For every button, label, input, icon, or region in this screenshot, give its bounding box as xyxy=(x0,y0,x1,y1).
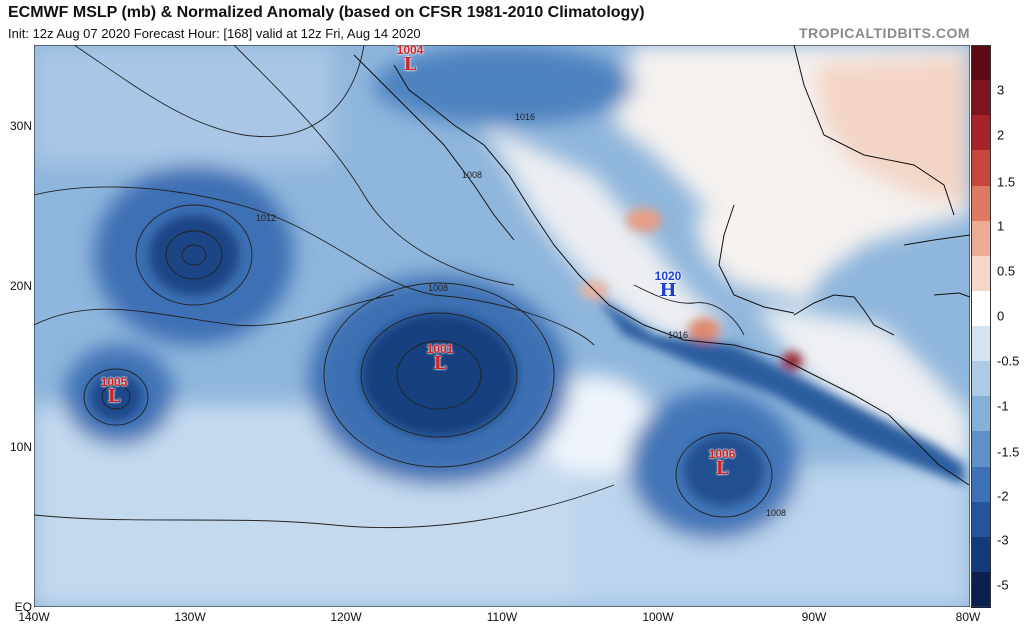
low-pressure-center: 1006 L xyxy=(708,447,736,479)
low-pressure-center: 1004 L xyxy=(396,43,424,75)
colorbar-tick-label: 0 xyxy=(997,308,1005,324)
colorbar-segment xyxy=(971,255,991,292)
contour-label: 1016 xyxy=(515,112,536,122)
lon-label: 120W xyxy=(330,610,362,624)
colorbar-segment xyxy=(971,536,991,573)
colorbar-tick-label: -1 xyxy=(997,398,1009,414)
lon-label: 90W xyxy=(801,610,827,624)
high-pressure-center: 1020 H xyxy=(654,269,682,301)
map-panel xyxy=(34,45,970,607)
lat-label: 20N xyxy=(9,279,32,293)
colorbar-segment xyxy=(971,290,991,327)
colorbar-tick-label: 2 xyxy=(997,127,1005,143)
colorbar-segment xyxy=(971,45,991,81)
lon-label: 140W xyxy=(18,610,50,624)
lat-label: 30N xyxy=(9,119,32,133)
chart-subtitle: Init: 12z Aug 07 2020 Forecast Hour: [16… xyxy=(8,26,421,41)
low-pressure-center: 1005 L xyxy=(100,375,128,407)
chart-title: ECMWF MSLP (mb) & Normalized Anomaly (ba… xyxy=(8,4,645,21)
lon-label: 100W xyxy=(642,610,674,624)
colorbar-tick-label: -0.5 xyxy=(997,353,1020,369)
colorbar-segment xyxy=(971,220,991,257)
low-pressure-center: 1001 L xyxy=(426,342,454,374)
colorbar-segment xyxy=(971,80,991,116)
colorbar-segment xyxy=(971,571,991,608)
colorbar-segment xyxy=(971,501,991,538)
contour-label: 1008 xyxy=(766,508,787,518)
colorbar-tick-label: 1 xyxy=(997,218,1005,234)
colorbar xyxy=(971,45,991,608)
lon-label: 110W xyxy=(486,610,518,624)
colorbar-tick-label: -2 xyxy=(997,488,1009,504)
brand-watermark: TROPICALTIDBITS.COM xyxy=(798,25,970,41)
colorbar-segment xyxy=(971,361,991,397)
contour-label: 1008 xyxy=(462,170,483,180)
colorbar-segment xyxy=(971,466,991,503)
colorbar-segment xyxy=(971,396,991,432)
lon-label: 130W xyxy=(174,610,206,624)
contour-label: 1012 xyxy=(256,213,277,223)
contour-label: 1008 xyxy=(428,283,449,293)
colorbar-tick-label: 1.5 xyxy=(997,174,1016,190)
colorbar-segment xyxy=(971,150,991,186)
colorbar-tick-label: 3 xyxy=(997,82,1005,98)
colorbar-segment xyxy=(971,115,991,151)
colorbar-segment xyxy=(971,431,991,467)
colorbar-tick-label: 0.5 xyxy=(997,263,1016,279)
isobars xyxy=(34,45,773,529)
lon-label: 80W xyxy=(955,610,981,624)
colorbar-tick-label: -3 xyxy=(997,532,1009,548)
contour-label: 1016 xyxy=(668,330,689,340)
coastlines xyxy=(353,45,970,486)
colorbar-segment xyxy=(971,326,991,362)
colorbar-tick-label: -1.5 xyxy=(997,444,1020,460)
lat-label: 10N xyxy=(9,440,32,454)
anomaly-map xyxy=(34,45,970,607)
lat-label: EQ xyxy=(14,600,32,614)
colorbar-tick-label: -5 xyxy=(997,577,1009,593)
colorbar-segment xyxy=(971,185,991,222)
